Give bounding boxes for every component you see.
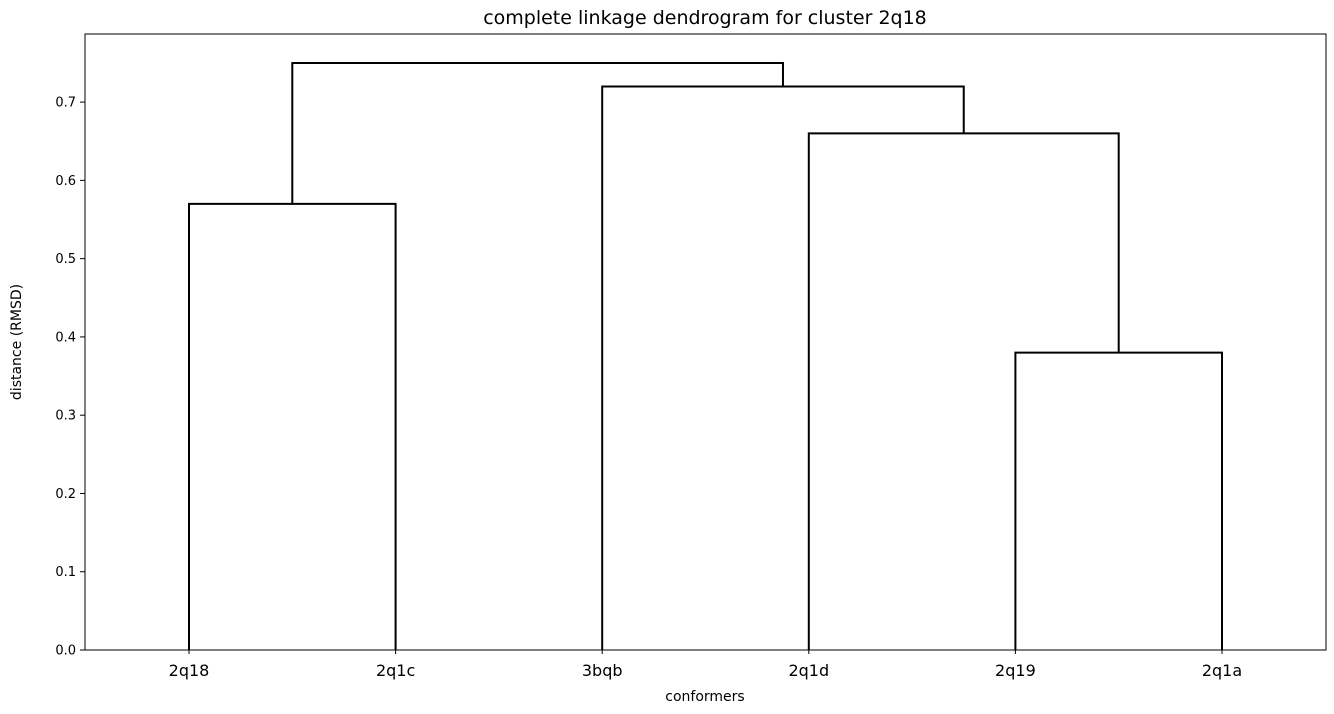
y-tick-label: 0.5 — [55, 252, 76, 267]
y-tick-label: 0.0 — [55, 644, 76, 659]
dendrogram-link — [291, 61, 784, 204]
y-axis: 0.0 0.1 0.2 0.3 0.4 0.5 0.6 0.7 — [55, 96, 85, 659]
x-tick-label: 2q18 — [169, 661, 210, 680]
x-axis-label: conformers — [665, 689, 744, 705]
y-axis-label: distance (RMSD) — [9, 284, 25, 400]
y-tick-label: 0.2 — [55, 487, 76, 502]
dendrogram-link — [188, 202, 397, 650]
x-tick-label: 2q1a — [1202, 661, 1242, 680]
x-tick-label: 3bqb — [582, 661, 623, 680]
dendrogram-link — [807, 132, 1120, 650]
y-tick-label: 0.3 — [55, 409, 76, 424]
y-tick-label: 0.1 — [55, 565, 76, 580]
dendrogram-link — [601, 85, 965, 650]
y-tick-label: 0.6 — [55, 174, 76, 189]
plot-area — [188, 61, 1223, 650]
x-tick-label: 2q1d — [788, 661, 829, 680]
x-tick-label: 2q1c — [376, 661, 415, 680]
plot-frame — [84, 33, 1327, 651]
chart-title: complete linkage dendrogram for cluster … — [483, 7, 927, 29]
y-tick-label: 0.7 — [55, 96, 76, 111]
dendrogram-link — [1014, 351, 1223, 650]
x-tick-label: 2q19 — [995, 661, 1036, 680]
y-tick-label: 0.4 — [55, 330, 76, 345]
x-axis: 2q18 2q1c 3bqb 2q1d 2q19 2q1a — [169, 650, 1242, 680]
